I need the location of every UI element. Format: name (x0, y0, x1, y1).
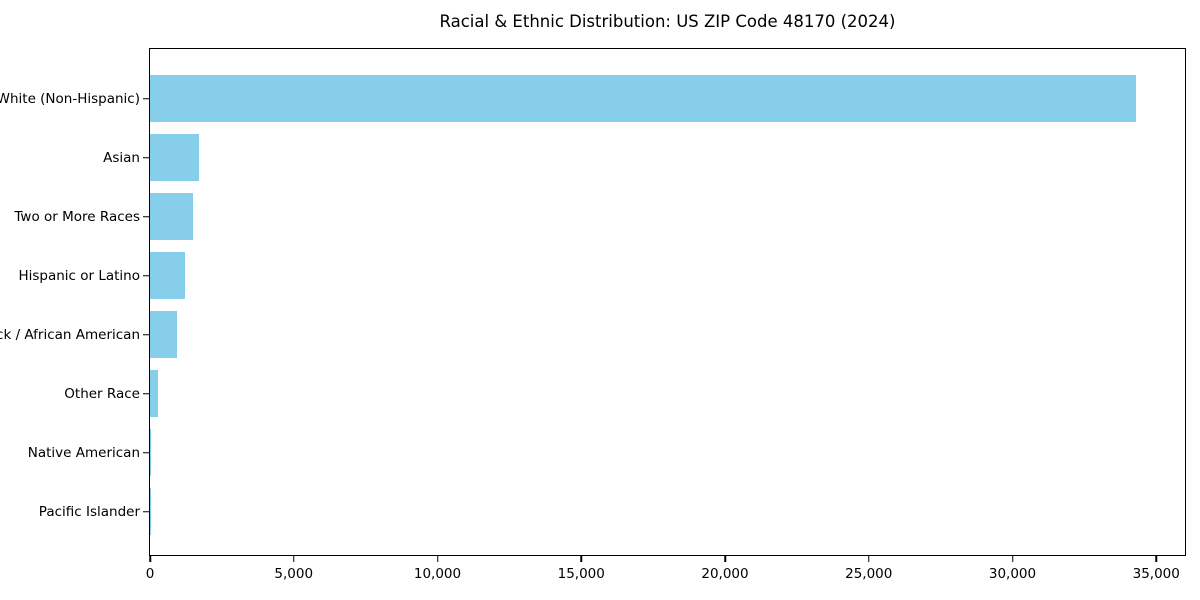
bar (150, 252, 186, 299)
x-tick-mark (292, 556, 295, 562)
x-tick-mark (868, 556, 870, 562)
bar-row: Hispanic or Latino (18, 246, 1185, 305)
chart-title: Racial & Ethnic Distribution: US ZIP Cod… (439, 12, 896, 31)
y-tick-label: Native American (27, 444, 140, 461)
x-tick-label: 35,000 (1132, 566, 1180, 582)
x-tick-label: 15,000 (557, 566, 605, 582)
bar-row: Other Race (64, 364, 1185, 423)
plot-rows: White (Non-Hispanic) Asian Two or More Rac… (0, 49, 1185, 555)
y-tick-mark (143, 510, 149, 513)
y-tick-label: Other Race (64, 385, 140, 402)
bar-row: Black / African American (0, 305, 1185, 364)
x-axis: 0 5,000 10,000 15,000 20,000 25,000 30,000 35,0… (146, 555, 1185, 595)
bar-row: Native American (28, 423, 1185, 482)
bar (150, 370, 159, 417)
y-tick-mark (143, 451, 149, 454)
x-tick-label: 25,000 (845, 566, 893, 582)
y-tick-label: Two or More Races (14, 208, 140, 225)
x-tick-mark (149, 556, 151, 562)
bar-row: Asian (103, 128, 1185, 187)
y-tick-mark (143, 156, 149, 159)
bar (150, 134, 199, 181)
bar (150, 75, 1137, 122)
x-tick-mark (724, 556, 726, 562)
plot-area: White (Non-Hispanic) Asian Two or More Rac… (0, 48, 1186, 582)
x-tick-mark (1155, 556, 1157, 562)
x-tick-label: 0 (145, 566, 155, 582)
y-tick-label: Pacific Islander (38, 503, 140, 520)
y-tick-mark (143, 215, 149, 218)
bar (150, 311, 177, 358)
bar (150, 193, 194, 240)
x-tick-mark (1011, 556, 1014, 562)
y-tick-mark (143, 333, 149, 336)
y-tick-label: Asian (103, 149, 140, 166)
x-tick-label: 5,000 (274, 566, 314, 582)
y-tick-label: Hispanic or Latino (18, 267, 140, 284)
x-tick-label: 20,000 (701, 566, 749, 582)
x-tick-label: 30,000 (988, 566, 1037, 582)
bar-row: Two or More Races (14, 187, 1185, 246)
bar-row: Pacific Islander (39, 482, 1185, 541)
y-tick-mark (143, 274, 149, 277)
y-tick-label: White (Non-Hispanic) (0, 90, 140, 107)
bar-row: White (Non-Hispanic) (0, 69, 1185, 128)
y-tick-label: Black / African American (0, 326, 140, 343)
y-tick-mark (143, 97, 149, 100)
x-tick-mark (580, 556, 582, 562)
y-tick-mark (143, 392, 149, 395)
x-tick-mark (436, 556, 439, 562)
bar (150, 429, 152, 476)
x-tick-label: 10,000 (413, 566, 462, 582)
